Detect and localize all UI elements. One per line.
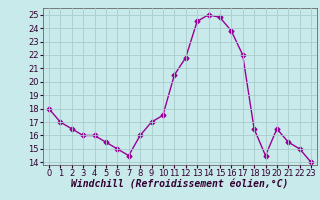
X-axis label: Windchill (Refroidissement éolien,°C): Windchill (Refroidissement éolien,°C) [71, 180, 289, 190]
